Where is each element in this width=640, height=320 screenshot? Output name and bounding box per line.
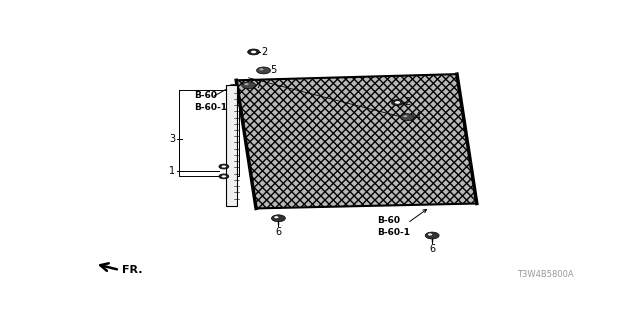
Circle shape xyxy=(425,232,439,239)
Text: 5: 5 xyxy=(271,65,276,76)
Circle shape xyxy=(401,114,414,121)
Text: FR.: FR. xyxy=(122,265,143,275)
Text: 3: 3 xyxy=(169,134,175,144)
Circle shape xyxy=(219,164,229,169)
Text: 1: 1 xyxy=(169,166,175,176)
Circle shape xyxy=(259,68,264,70)
Text: 6: 6 xyxy=(275,227,282,237)
Polygon shape xyxy=(236,74,477,208)
Circle shape xyxy=(242,82,255,89)
Text: 2: 2 xyxy=(404,98,411,108)
Text: T3W4B5800A: T3W4B5800A xyxy=(517,270,573,279)
Text: 2: 2 xyxy=(261,47,268,57)
Circle shape xyxy=(219,174,229,179)
Text: 6: 6 xyxy=(429,244,435,254)
Circle shape xyxy=(395,101,400,104)
Circle shape xyxy=(257,67,271,74)
Text: B-60
B-60-1: B-60 B-60-1 xyxy=(378,217,411,237)
Circle shape xyxy=(271,215,285,222)
Circle shape xyxy=(221,175,226,178)
Text: 4: 4 xyxy=(414,112,420,122)
Circle shape xyxy=(248,49,260,55)
Circle shape xyxy=(251,51,256,53)
Bar xyxy=(227,85,237,206)
Circle shape xyxy=(244,83,249,85)
Circle shape xyxy=(403,115,408,117)
Circle shape xyxy=(221,165,226,168)
Text: 7: 7 xyxy=(255,80,262,90)
Text: B-60
B-60-1: B-60 B-60-1 xyxy=(194,91,227,112)
Circle shape xyxy=(274,216,278,218)
Circle shape xyxy=(428,234,432,236)
Circle shape xyxy=(392,100,403,105)
